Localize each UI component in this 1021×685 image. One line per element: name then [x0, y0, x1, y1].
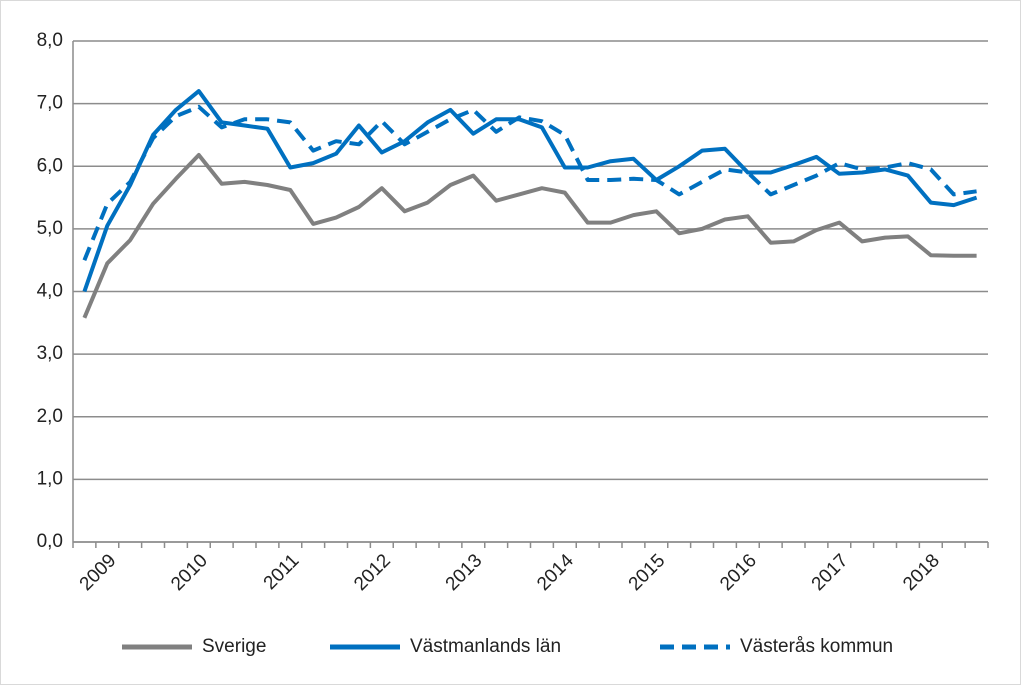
series-line — [82, 153, 977, 319]
y-tick-label: 8,0 — [37, 30, 63, 51]
y-tick-label: 5,0 — [37, 218, 63, 239]
y-tick-label: 3,0 — [37, 343, 63, 364]
legend-label: Västmanlands län — [410, 636, 561, 657]
legend-label: Västerås kommun — [740, 636, 893, 657]
y-tick-label: 4,0 — [37, 281, 63, 302]
series-line — [82, 89, 978, 293]
y-tick-label: 0,0 — [37, 531, 63, 552]
y-tick-label: 7,0 — [37, 93, 63, 114]
legend-label: Sverige — [202, 636, 266, 657]
y-tick-label: 6,0 — [37, 155, 63, 176]
y-tick-label: 2,0 — [37, 406, 63, 427]
y-tick-label: 1,0 — [37, 468, 63, 489]
series-line — [82, 104, 977, 261]
